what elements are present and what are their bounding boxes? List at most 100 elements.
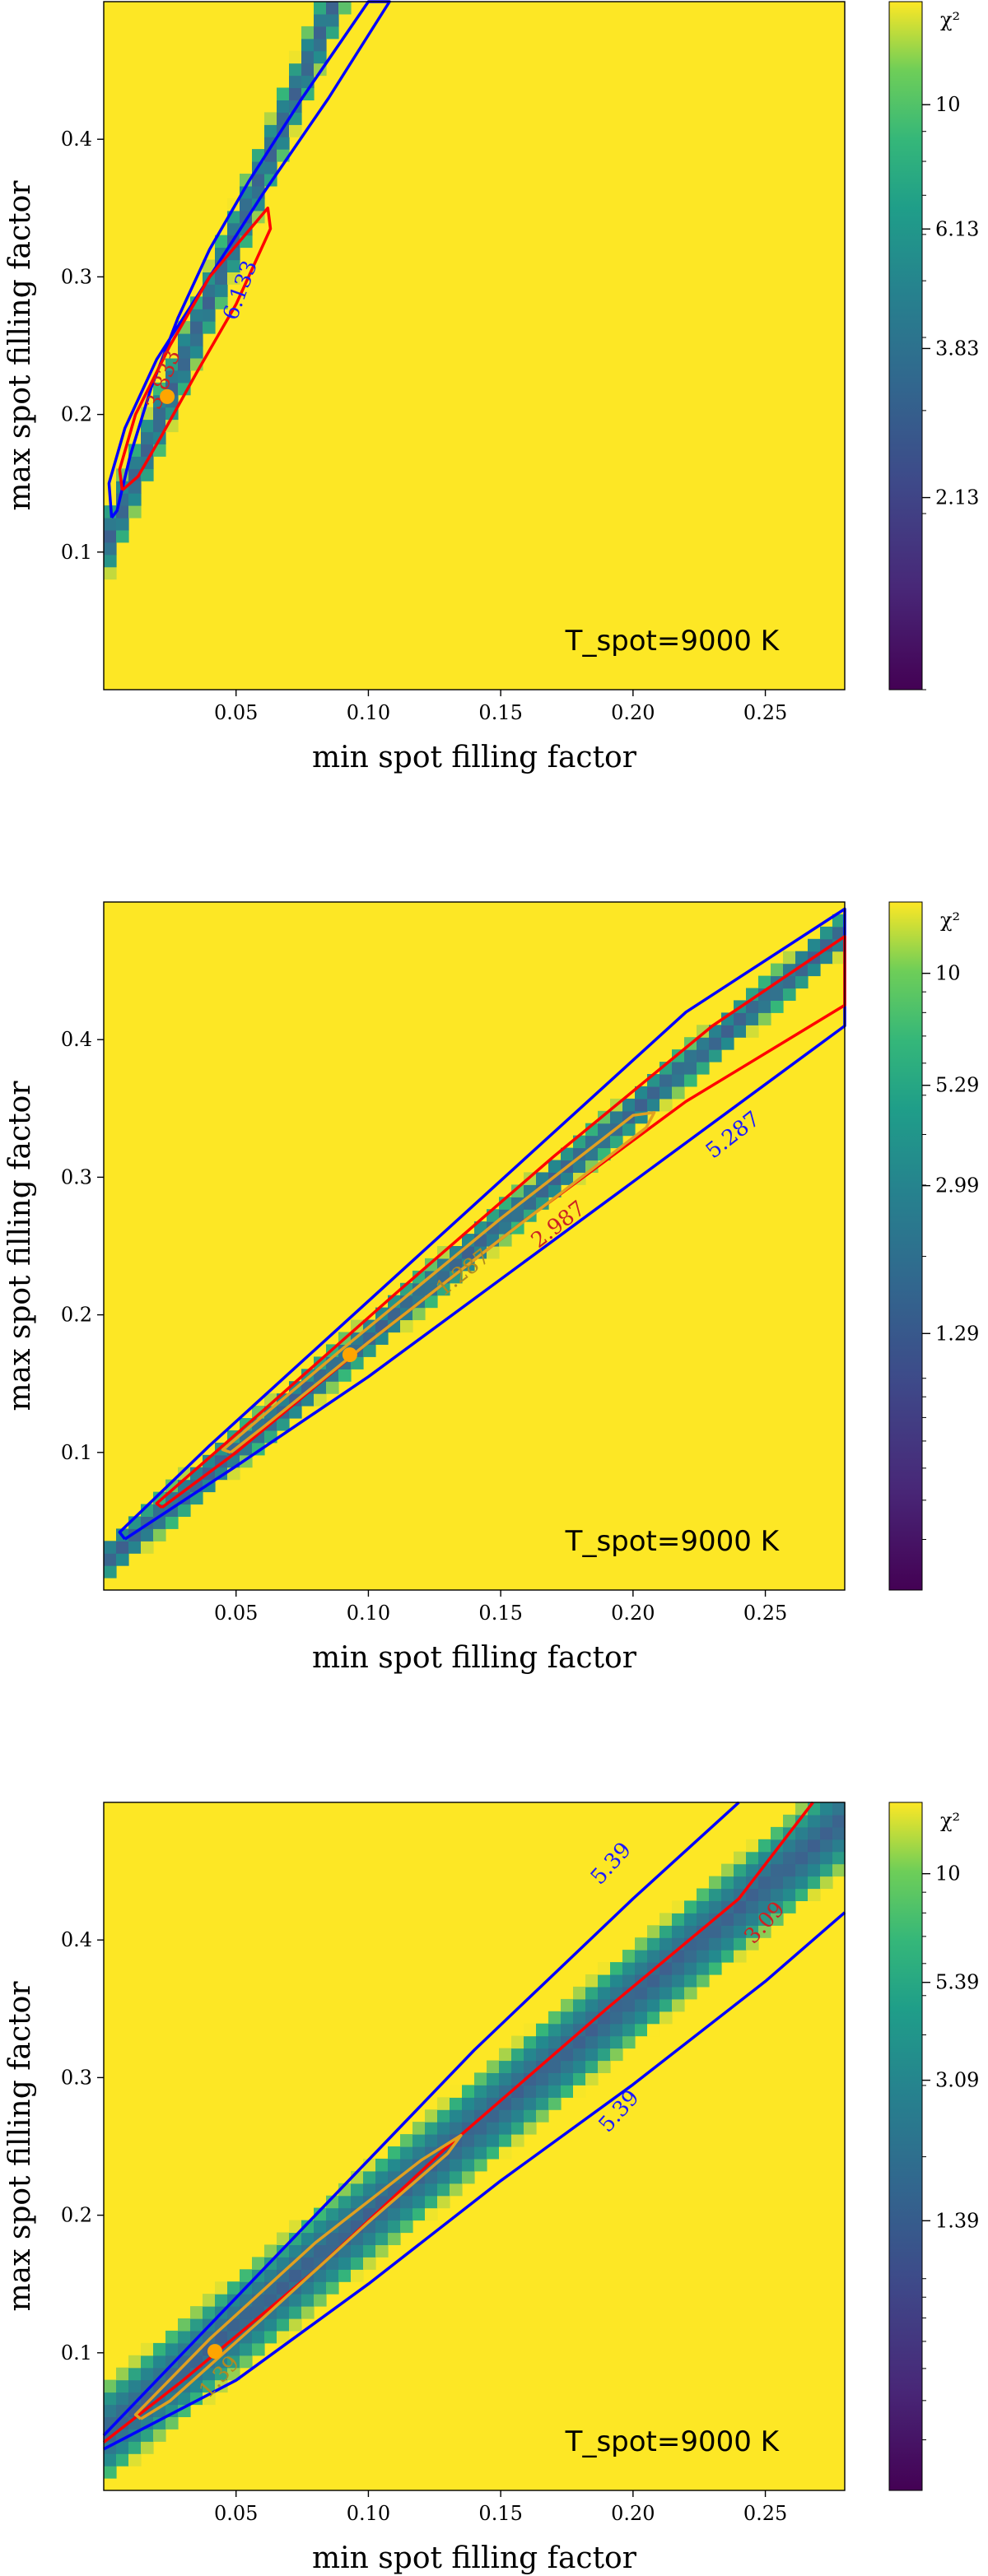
heatmap-cell — [425, 2109, 438, 2123]
heatmap-cell — [301, 2294, 315, 2307]
heatmap-cell — [363, 2257, 376, 2270]
y-tick-label: 0.3 — [61, 1165, 92, 1188]
heatmap-cell — [783, 988, 796, 1001]
heatmap-cell — [832, 914, 846, 928]
heatmap-cell — [141, 2429, 154, 2442]
heatmap-cell — [746, 1000, 759, 1013]
heatmap-cell — [684, 1049, 697, 1062]
heatmap-cell — [573, 2085, 586, 2098]
heatmap-cell — [820, 1863, 833, 1877]
heatmap-cell — [536, 2085, 549, 2098]
heatmap-cell — [647, 1986, 660, 2000]
heatmap-cell — [314, 2294, 327, 2307]
heatmap-cell — [808, 1876, 821, 1890]
heatmap-cell — [462, 2158, 475, 2172]
heatmap-cell — [338, 1369, 352, 1382]
heatmap-cell — [548, 2035, 562, 2049]
heatmap-cell — [178, 2355, 191, 2369]
heatmap-cell — [734, 1863, 747, 1877]
heatmap-cell — [400, 2146, 413, 2160]
heatmap-cell — [215, 296, 228, 309]
heatmap-cell — [326, 26, 339, 40]
heatmap-cell — [301, 2232, 315, 2245]
heatmap-cell — [622, 2023, 636, 2037]
heatmap-cell — [363, 2232, 376, 2245]
heatmap-cell — [116, 505, 129, 518]
heatmap-cell — [499, 2122, 512, 2135]
heatmap-cell — [252, 2342, 265, 2356]
heatmap-cell — [190, 2379, 203, 2393]
heatmap-cell — [511, 2134, 524, 2147]
heatmap-cell — [289, 2294, 302, 2307]
heatmap-cell — [771, 1888, 784, 1901]
heatmap-cell — [264, 1406, 277, 1419]
heatmap-cell — [104, 1565, 117, 1579]
heatmap-cell — [462, 2109, 475, 2123]
heatmap-cell — [104, 518, 117, 531]
heatmap-cell — [474, 2085, 487, 2098]
heatmap-cell — [697, 1950, 710, 1963]
heatmap-cell — [610, 2048, 623, 2062]
heatmap-cell — [165, 2342, 179, 2356]
heatmap-cell — [635, 1986, 648, 2000]
heatmap-cell — [165, 1516, 179, 1529]
heatmap-cell — [610, 1974, 623, 1988]
heatmap-cell — [314, 13, 327, 27]
heatmap-cell — [684, 1974, 697, 1988]
heatmap-cell — [314, 2, 327, 15]
heatmap-cell — [573, 1160, 586, 1173]
heatmap-cell — [709, 1950, 722, 1963]
plot-frame — [103, 901, 846, 1591]
heatmap-cell — [178, 2330, 191, 2344]
heatmap-cell — [153, 2429, 166, 2442]
heatmap-cell — [203, 2294, 216, 2307]
colorbar-title: χ² — [940, 1809, 960, 1832]
heatmap-cell — [289, 2244, 302, 2257]
heatmap-cell — [561, 1172, 574, 1185]
heatmap-cell — [832, 1814, 846, 1828]
heatmap-cell — [771, 988, 784, 1001]
heatmap-cell — [709, 1937, 722, 1951]
heatmap-cell — [548, 2085, 562, 2098]
heatmap-cell — [561, 2060, 574, 2073]
heatmap-cell — [474, 2072, 487, 2085]
heatmap-cell — [709, 1888, 722, 1901]
heatmap-cell — [314, 26, 327, 40]
heatmap-cell — [672, 1913, 685, 1926]
heatmap-cell — [153, 1528, 166, 1541]
heatmap-cell — [326, 2232, 339, 2245]
heatmap-cell — [252, 149, 265, 162]
heatmap-cell — [240, 2355, 253, 2369]
y-tick-label: 0.3 — [61, 2066, 92, 2089]
heatmap-cell — [610, 2011, 623, 2025]
heatmap-cell — [104, 554, 117, 568]
heatmap-cell — [598, 2060, 611, 2073]
heatmap-cell — [635, 1098, 648, 1112]
x-tick-label: 0.25 — [743, 2502, 787, 2525]
heatmap-cell — [203, 259, 216, 272]
heatmap-cell — [721, 1950, 734, 1963]
heatmap-cell — [561, 1998, 574, 2012]
heatmap-cell — [622, 1998, 636, 2012]
heatmap-cell — [425, 2183, 438, 2197]
heatmap-cell — [116, 2453, 129, 2467]
heatmap-cell — [684, 1062, 697, 1075]
heatmap-cell — [363, 1332, 376, 1345]
contour-3.833 — [118, 207, 273, 491]
heatmap-cell — [338, 2, 352, 15]
heatmap-cell — [598, 1986, 611, 2000]
colorbar-tick-label: 2.13 — [935, 486, 979, 509]
heatmap-cell — [128, 2453, 142, 2467]
heatmap-cell — [746, 1913, 759, 1926]
heatmap-cell — [820, 1839, 833, 1853]
y-tick-label: 0.3 — [61, 265, 92, 288]
heatmap-cell — [536, 2023, 549, 2037]
heatmap-cell — [326, 2207, 339, 2221]
heatmap-cell — [659, 1962, 673, 1975]
heatmap-cell — [116, 2379, 129, 2393]
y-axis-label: max spot filling factor — [3, 180, 37, 511]
heatmap-cell — [499, 2109, 512, 2123]
heatmap-cell — [153, 2342, 166, 2356]
heatmap-cell — [598, 1974, 611, 1988]
contour-1.39 — [133, 2133, 463, 2420]
